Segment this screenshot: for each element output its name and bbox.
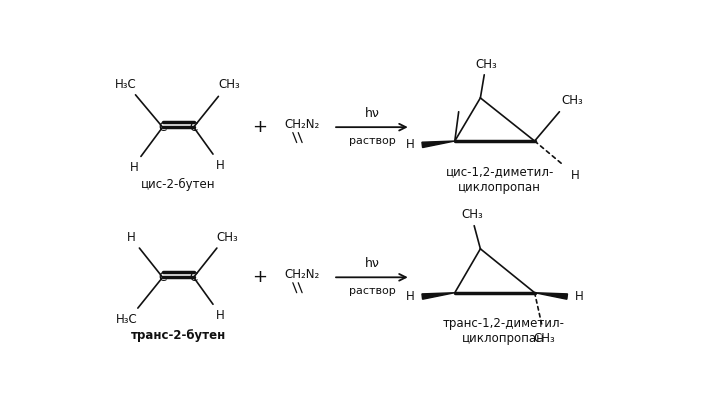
Text: цис-1,2-диметил-
циклопропан: цис-1,2-диметил- циклопропан xyxy=(446,166,554,194)
Polygon shape xyxy=(422,141,455,148)
Text: раствор: раствор xyxy=(348,136,395,146)
Text: C: C xyxy=(159,271,167,284)
Text: CH₃: CH₃ xyxy=(533,332,555,345)
Text: H: H xyxy=(405,290,414,303)
Text: CH₃: CH₃ xyxy=(217,231,239,244)
Text: CH₃: CH₃ xyxy=(561,94,582,107)
Text: C: C xyxy=(189,271,198,284)
Text: транс-1,2-диметил-
циклопропан: транс-1,2-диметил- циклопропан xyxy=(443,317,565,345)
Text: H: H xyxy=(130,161,139,174)
Text: C: C xyxy=(159,121,167,134)
Text: H₃C: H₃C xyxy=(115,78,136,91)
Text: CH₃: CH₃ xyxy=(476,58,498,71)
Text: CH₂N₂: CH₂N₂ xyxy=(285,268,320,281)
Text: CH₂N₂: CH₂N₂ xyxy=(285,118,320,131)
Text: H: H xyxy=(216,159,224,172)
Text: раствор: раствор xyxy=(348,286,395,296)
Polygon shape xyxy=(422,293,455,299)
Text: hν: hν xyxy=(365,257,379,270)
Text: H: H xyxy=(570,169,580,182)
Text: H: H xyxy=(216,309,224,322)
Polygon shape xyxy=(535,293,567,299)
Text: транс-2-бутен: транс-2-бутен xyxy=(130,329,226,342)
Text: C: C xyxy=(189,121,198,134)
Text: H: H xyxy=(127,231,136,244)
Text: H₃C: H₃C xyxy=(116,313,138,326)
Text: CH₃: CH₃ xyxy=(462,209,483,222)
Text: +: + xyxy=(252,118,267,136)
Text: цис-2-бутен: цис-2-бутен xyxy=(141,178,215,191)
Text: H: H xyxy=(575,290,584,303)
Text: H: H xyxy=(405,138,414,151)
Text: +: + xyxy=(252,268,267,286)
Text: hν: hν xyxy=(365,107,379,120)
Text: CH₃: CH₃ xyxy=(219,78,240,91)
